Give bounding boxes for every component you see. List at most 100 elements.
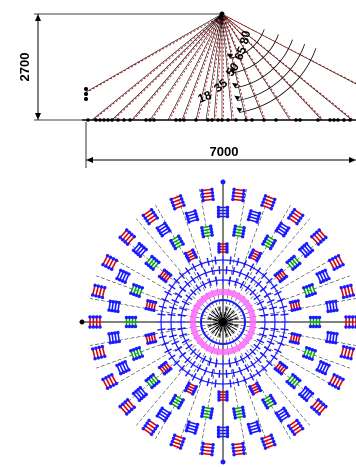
plan-view	[80, 180, 356, 465]
cluster-node	[91, 293, 95, 297]
cluster-node	[211, 446, 215, 450]
cluster-node	[88, 325, 91, 328]
ground-node	[274, 118, 278, 122]
node-cluster	[200, 442, 215, 457]
cluster-node	[94, 346, 98, 350]
cluster-node	[242, 452, 246, 456]
node-cluster	[309, 397, 328, 416]
node-cluster	[91, 283, 107, 299]
node-cluster	[131, 241, 148, 258]
cluster-node	[309, 316, 312, 319]
ground-node	[128, 118, 132, 122]
ground-node	[144, 118, 148, 122]
cluster-node	[315, 325, 318, 328]
left-node	[84, 92, 88, 96]
cluster-node	[217, 212, 220, 215]
cluster-node	[226, 212, 229, 215]
node-cluster	[325, 331, 339, 345]
cluster-node	[100, 345, 104, 349]
node-cluster	[273, 268, 289, 284]
cluster-node	[103, 354, 107, 358]
node-cluster	[297, 385, 314, 402]
ground-node	[182, 118, 186, 122]
cluster-node	[231, 197, 235, 201]
cluster-node	[210, 191, 214, 195]
cluster-node	[217, 250, 220, 253]
cluster-node	[348, 346, 352, 350]
cluster-node	[232, 191, 236, 195]
cluster-node	[128, 316, 131, 319]
cluster-node	[125, 325, 128, 328]
cluster-node	[97, 345, 101, 349]
cluster-node	[210, 407, 214, 411]
cluster-node	[339, 286, 343, 290]
node-cluster	[327, 253, 345, 271]
node-cluster	[169, 194, 186, 211]
cluster-node	[349, 357, 353, 361]
cluster-node	[91, 347, 95, 351]
ray-line	[112, 14, 222, 120]
hub-center	[219, 318, 227, 326]
node-cluster	[155, 406, 172, 423]
axis-end-node	[80, 320, 85, 325]
cluster-node	[344, 325, 347, 328]
node-cluster	[118, 228, 137, 247]
cluster-node	[226, 209, 229, 212]
cluster-node	[242, 448, 246, 452]
node-cluster	[327, 372, 345, 390]
cluster-node	[201, 235, 205, 239]
cluster-node	[326, 331, 330, 335]
node-cluster	[131, 385, 148, 402]
node-cluster	[273, 360, 289, 376]
cluster-node	[225, 390, 228, 393]
ground-node	[216, 118, 220, 122]
node-cluster	[274, 406, 291, 423]
angle-label-18: 18	[196, 88, 214, 106]
ground-node	[148, 118, 152, 122]
ray-line-dashed	[114, 15, 224, 120]
node-cluster	[274, 221, 291, 238]
cluster-node	[217, 209, 220, 212]
ground-node	[86, 118, 90, 122]
cluster-node	[342, 295, 346, 299]
cluster-node	[201, 192, 205, 196]
ground-node	[298, 118, 302, 122]
left-node	[84, 87, 88, 91]
cluster-node	[232, 187, 236, 191]
ray-line-dashed	[152, 15, 224, 120]
cluster-node	[217, 215, 220, 218]
node-cluster	[200, 187, 215, 202]
node-cluster	[247, 248, 262, 263]
cluster-node	[351, 347, 355, 351]
ground-node	[328, 118, 332, 122]
left-node	[84, 97, 88, 101]
cluster-node	[346, 356, 350, 360]
cluster-node	[210, 233, 214, 237]
cluster-node	[241, 195, 245, 199]
cluster-node	[226, 215, 229, 218]
cluster-node	[210, 449, 214, 453]
ground-node	[244, 118, 248, 122]
ray-lines	[86, 14, 356, 120]
node-cluster	[325, 299, 339, 313]
ray-line-dashed	[88, 15, 224, 92]
node-cluster	[91, 345, 107, 361]
axis-end-node	[221, 180, 226, 185]
node-cluster	[184, 420, 199, 435]
cluster-node	[241, 405, 245, 409]
cluster-node	[348, 294, 352, 298]
cluster-node	[134, 325, 137, 328]
ground-node	[342, 118, 346, 122]
cluster-node	[226, 426, 229, 429]
ground-node	[174, 118, 178, 122]
axis-end-node	[221, 460, 226, 465]
node-cluster	[183, 248, 198, 263]
cluster-node	[348, 325, 351, 328]
ground-node	[294, 118, 298, 122]
ground-node	[316, 118, 320, 122]
cluster-node	[232, 453, 236, 457]
cluster-node	[351, 315, 354, 318]
ground-node	[122, 118, 126, 122]
ground-node	[210, 118, 214, 122]
ground-node	[332, 118, 336, 122]
